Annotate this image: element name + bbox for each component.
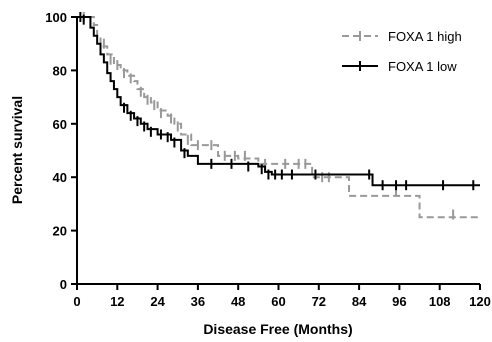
x-tick-label: 12 <box>110 294 124 309</box>
y-tick-label: 60 <box>53 117 67 132</box>
x-tick-label: 36 <box>191 294 205 309</box>
y-tick-label: 40 <box>53 170 67 185</box>
x-tick-label: 60 <box>271 294 285 309</box>
x-axis-title: Disease Free (Months) <box>203 321 352 337</box>
legend: FOXA 1 high FOXA 1 low <box>342 29 462 74</box>
legend-label-high: FOXA 1 high <box>388 29 462 44</box>
series-layer <box>77 12 480 220</box>
legend-item-high: FOXA 1 high <box>342 29 462 44</box>
x-tick-label: 84 <box>352 294 367 309</box>
x-tick-label: 72 <box>312 294 326 309</box>
legend-label-low: FOXA 1 low <box>388 59 457 74</box>
legend-item-low: FOXA 1 low <box>342 59 457 74</box>
axes <box>71 17 480 290</box>
series-line-low <box>77 16 480 187</box>
y-axis-title: Percent survival <box>9 96 25 204</box>
series-line-high <box>77 16 480 219</box>
y-tick-label: 100 <box>45 10 67 25</box>
y-tick-label: 20 <box>53 224 67 239</box>
x-tick-label: 120 <box>469 294 491 309</box>
y-tick-label: 0 <box>60 277 67 292</box>
x-tick-label: 96 <box>392 294 406 309</box>
x-tick-label: 48 <box>231 294 245 309</box>
y-axis-ticks: 0 20 40 60 80 100 <box>45 10 77 292</box>
x-axis-ticks: 0 12 24 36 48 60 72 84 96 108 120 <box>73 284 491 309</box>
x-tick-label: 0 <box>73 294 80 309</box>
x-tick-label: 108 <box>429 294 451 309</box>
x-tick-label: 24 <box>150 294 165 309</box>
y-tick-label: 80 <box>53 63 67 78</box>
